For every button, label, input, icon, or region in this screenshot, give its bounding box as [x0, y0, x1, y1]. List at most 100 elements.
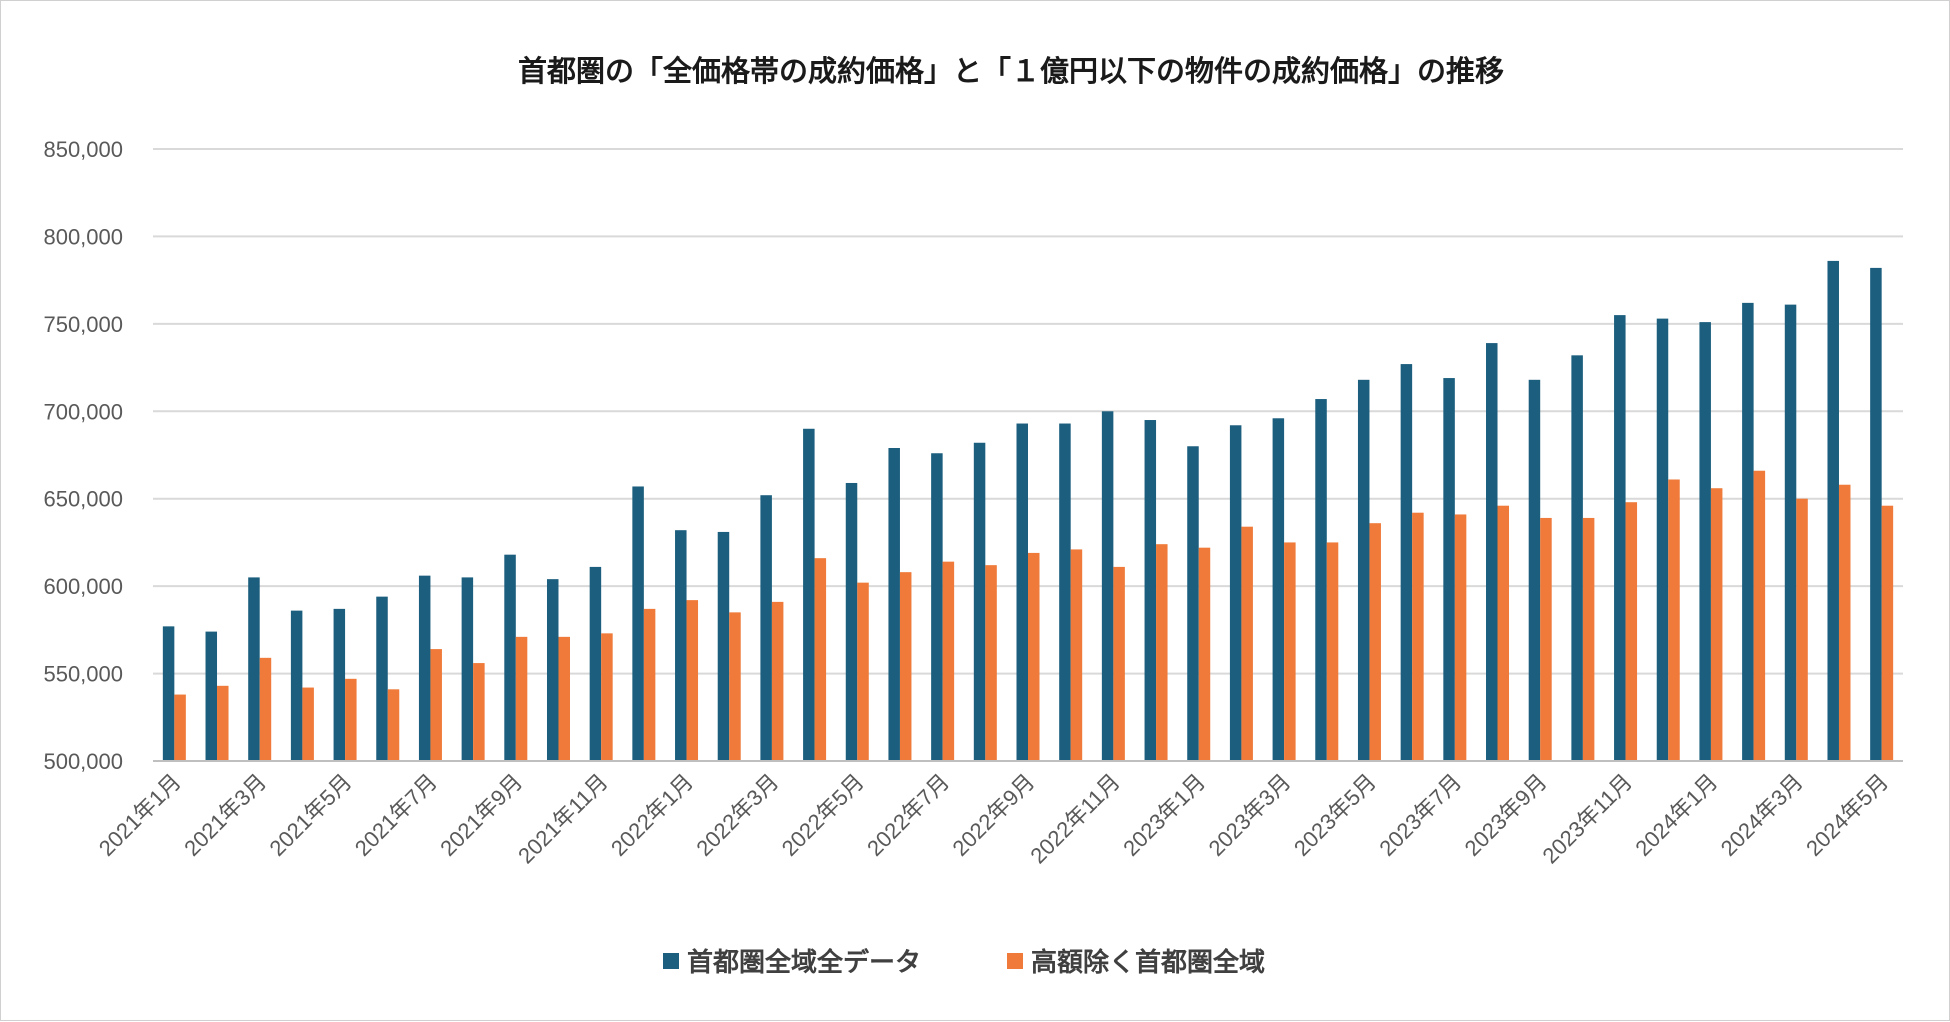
x-tick-label: 2022年1月 [606, 769, 698, 861]
bar-excluding-high [387, 689, 400, 761]
x-tick-label: 2022年11月 [1025, 769, 1125, 869]
bar-excluding-high [1710, 488, 1723, 761]
bar-all-data [290, 610, 303, 761]
bar-excluding-high [771, 601, 784, 761]
y-tick-label: 550,000 [43, 662, 123, 687]
bar-excluding-high [1369, 523, 1381, 761]
bar-all-data [931, 453, 943, 761]
bar-excluding-high [1497, 505, 1510, 761]
bar-excluding-high [174, 694, 186, 761]
bar-excluding-high [1070, 549, 1083, 761]
x-tick-label: 2023年5月 [1289, 769, 1381, 861]
bar-all-data [632, 486, 644, 761]
bar-all-data [973, 442, 986, 761]
bar-excluding-high [217, 685, 229, 761]
bars [162, 260, 1894, 761]
bar-excluding-high [430, 649, 442, 761]
bar-all-data [1357, 379, 1370, 761]
legend-label: 首都圏全域全データ [687, 947, 921, 978]
bar-all-data [717, 531, 730, 761]
bar-excluding-high [1625, 502, 1638, 761]
x-tick-label: 2021年1月 [94, 769, 186, 861]
x-tick-label: 2023年11月 [1538, 769, 1638, 869]
x-tick-label: 2023年9月 [1460, 769, 1552, 861]
y-axis-ticks: 500,000 550,000 600,000 650,000 700,000 750,0… [43, 137, 123, 774]
bar-excluding-high [686, 600, 699, 761]
bar-excluding-high [1668, 479, 1680, 761]
bar-all-data [1016, 423, 1028, 761]
bar-all-data [888, 448, 900, 761]
y-tick-label: 750,000 [43, 312, 123, 337]
bar-all-data [1187, 446, 1199, 761]
bar-all-data [461, 577, 474, 761]
bar-excluding-high [729, 612, 741, 761]
bar-all-data [589, 566, 602, 761]
bar-all-data [1784, 304, 1797, 761]
bar-all-data [1486, 343, 1498, 761]
bar-all-data [1144, 420, 1157, 761]
bar-excluding-high [515, 636, 528, 761]
bar-excluding-high [1156, 544, 1168, 761]
bar-all-data [1656, 318, 1669, 761]
bar-all-data [845, 482, 858, 761]
bar-all-data [1101, 411, 1114, 761]
bar-all-data [1827, 260, 1839, 761]
bar-excluding-high [857, 582, 869, 761]
bar-all-data [1229, 425, 1242, 761]
x-axis-ticks: 2021年1月2021年3月2021年5月2021年7月2021年9月2021年… [94, 769, 1893, 869]
legend-swatch [663, 953, 679, 969]
bar-excluding-high [1454, 514, 1467, 761]
y-tick-label: 800,000 [43, 224, 123, 249]
x-tick-label: 2021年7月 [350, 769, 442, 861]
bar-all-data [546, 579, 559, 761]
bar-excluding-high [1540, 517, 1552, 761]
x-tick-label: 2022年5月 [777, 769, 869, 861]
x-tick-label: 2021年11月 [513, 769, 613, 869]
bar-excluding-high [1582, 517, 1595, 761]
bar-excluding-high [1838, 484, 1851, 761]
bar-excluding-high [985, 565, 997, 761]
bar-excluding-high [1198, 547, 1211, 761]
bar-excluding-high [1241, 526, 1253, 761]
legend-swatch [1007, 953, 1023, 969]
legend-label: 高額除く首都圏全域 [1031, 947, 1265, 978]
x-tick-label: 2023年7月 [1374, 769, 1466, 861]
x-tick-label: 2023年1月 [1118, 769, 1210, 861]
x-tick-label: 2024年3月 [1716, 769, 1808, 861]
bar-excluding-high [601, 633, 613, 761]
bar-all-data [1272, 418, 1285, 761]
bar-excluding-high [1753, 470, 1766, 761]
y-tick-label: 650,000 [43, 487, 123, 512]
chart-title: 首都圏の「全価格帯の成約価格」と「１億円以下の物件の成約価格」の推移 [518, 54, 1504, 88]
bar-all-data [1059, 423, 1071, 761]
bar-all-data [1571, 355, 1583, 761]
bar-all-data [803, 428, 815, 761]
x-tick-label: 2024年1月 [1630, 769, 1722, 861]
x-tick-label: 2021年3月 [179, 769, 271, 861]
bar-all-data [205, 631, 218, 761]
bar-excluding-high [942, 561, 955, 761]
bar-all-data [1870, 267, 1882, 761]
x-tick-label: 2021年5月 [265, 769, 357, 861]
bar-excluding-high [1796, 498, 1808, 761]
bar-all-data [1315, 399, 1327, 761]
bar-excluding-high [1881, 505, 1894, 761]
bar-excluding-high [473, 663, 485, 761]
x-tick-label: 2024年5月 [1801, 769, 1893, 861]
bar-all-data [418, 575, 431, 761]
legend: 首都圏全域全データ 高額除く首都圏全域 [663, 947, 1265, 978]
x-tick-label: 2022年7月 [862, 769, 954, 861]
bar-excluding-high [302, 687, 314, 761]
bar-excluding-high [1113, 566, 1125, 761]
bar-all-data [760, 495, 772, 761]
bar-all-data [1528, 379, 1541, 761]
bar-excluding-high [259, 657, 272, 761]
bar-all-data [504, 554, 516, 761]
bar-all-data [333, 608, 346, 761]
bar-excluding-high [1028, 552, 1040, 761]
bar-all-data [376, 596, 388, 761]
x-tick-label: 2021年9月 [435, 769, 527, 861]
bar-excluding-high [1284, 542, 1296, 761]
